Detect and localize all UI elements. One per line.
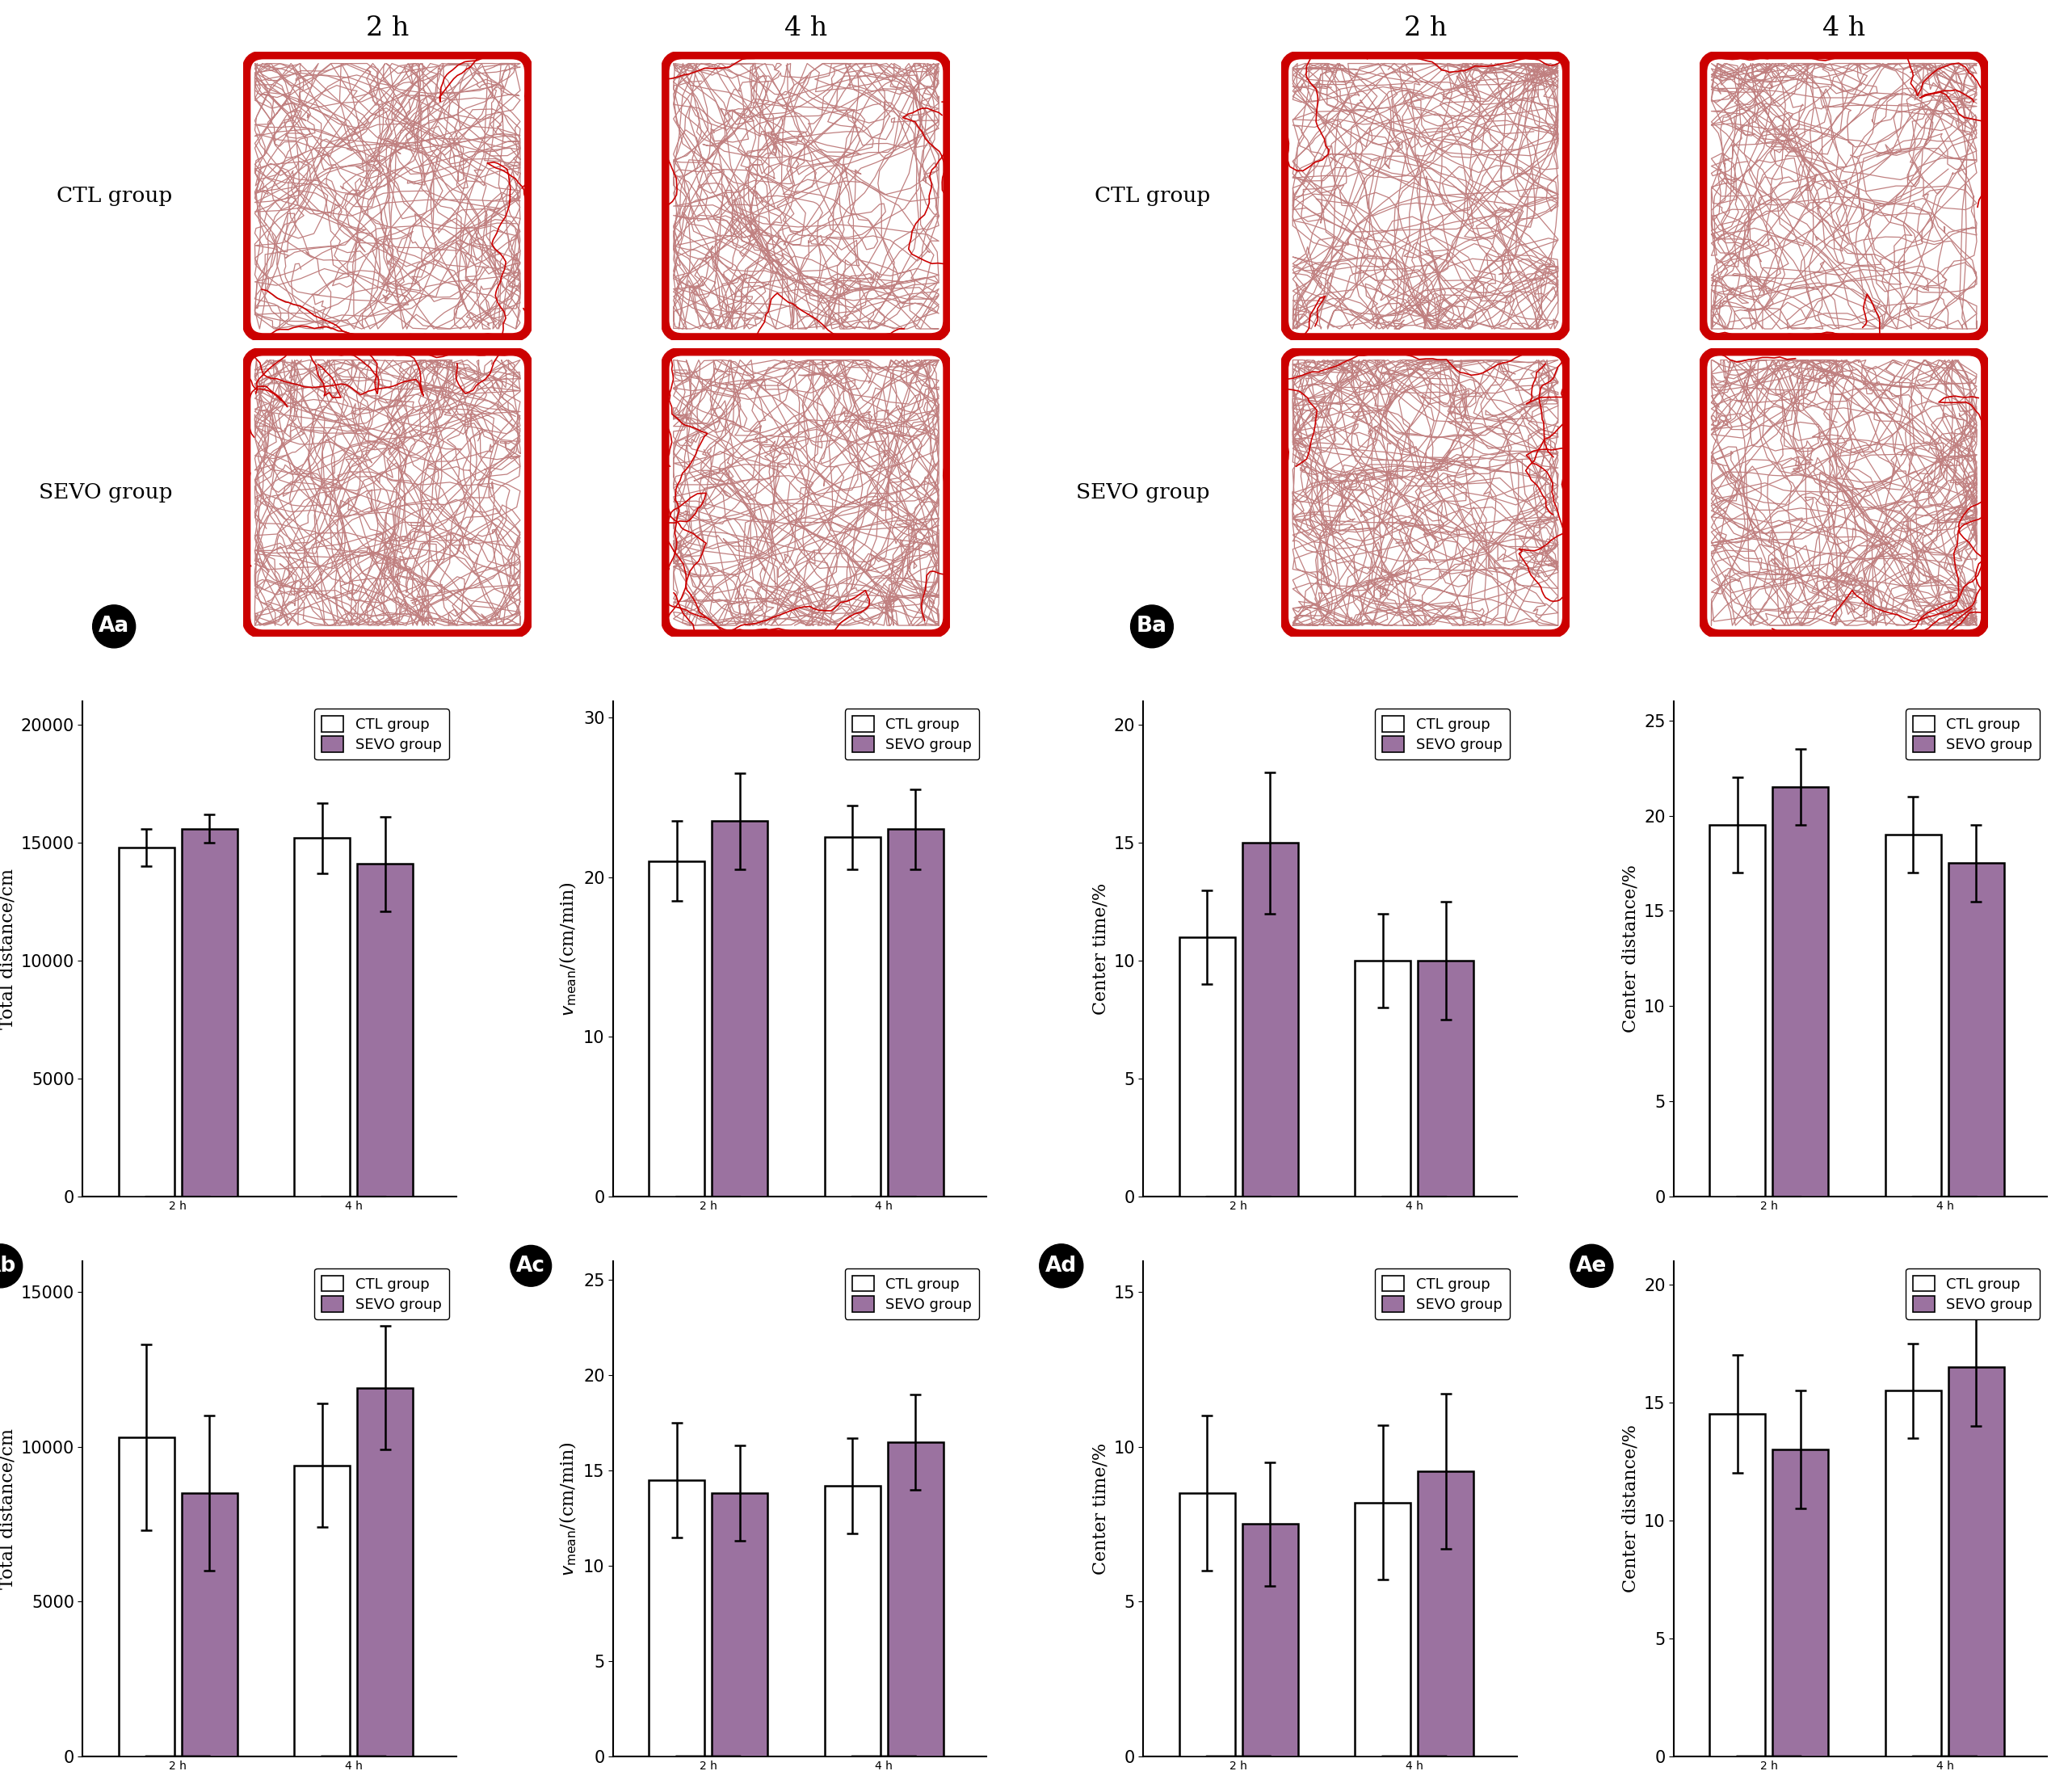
Bar [118, 848, 174, 1197]
Bar [887, 1443, 943, 1756]
Text: 2 h: 2 h [1404, 16, 1448, 41]
Legend: CTL group, SEVO group: CTL group, SEVO group [1375, 708, 1510, 760]
Bar [1243, 1523, 1299, 1756]
Bar [1772, 1450, 1828, 1756]
Bar [1419, 1471, 1474, 1756]
Bar [1710, 1414, 1766, 1756]
Bar [887, 830, 943, 1197]
Legend: CTL group, SEVO group: CTL group, SEVO group [846, 1269, 980, 1319]
Text: CTL group: CTL group [56, 186, 172, 206]
Bar [649, 1480, 705, 1756]
Bar [1355, 1502, 1410, 1756]
Legend: CTL group, SEVO group: CTL group, SEVO group [314, 1269, 449, 1319]
Bar [1179, 937, 1235, 1197]
Legend: CTL group, SEVO group: CTL group, SEVO group [314, 708, 449, 760]
Y-axis label: $v_{\rm mean}$/(cm/min): $v_{\rm mean}$/(cm/min) [558, 1441, 579, 1575]
FancyBboxPatch shape [662, 52, 951, 340]
Bar [358, 1387, 414, 1756]
Y-axis label: Center distance/%: Center distance/% [1621, 1425, 1640, 1593]
Y-axis label: Center time/%: Center time/% [1092, 1443, 1108, 1575]
Bar [1243, 842, 1299, 1197]
Legend: CTL group, SEVO group: CTL group, SEVO group [1905, 708, 2039, 760]
Bar [649, 862, 705, 1197]
Text: Aa: Aa [99, 616, 130, 636]
Text: Ad: Ad [1046, 1256, 1077, 1276]
Text: SEVO group: SEVO group [39, 482, 172, 504]
FancyBboxPatch shape [1700, 52, 1987, 340]
Legend: CTL group, SEVO group: CTL group, SEVO group [1375, 1269, 1510, 1319]
Text: 2 h: 2 h [366, 16, 409, 41]
Bar [711, 821, 767, 1197]
Text: CTL group: CTL group [1094, 186, 1210, 206]
Bar [1886, 835, 1942, 1197]
FancyBboxPatch shape [1282, 348, 1570, 636]
Bar [182, 828, 238, 1197]
Bar [825, 837, 881, 1197]
Bar [118, 1437, 174, 1756]
FancyBboxPatch shape [1282, 52, 1570, 340]
Bar [1948, 864, 2004, 1197]
Y-axis label: Total distance/cm: Total distance/cm [0, 1428, 17, 1590]
Text: Ae: Ae [1576, 1256, 1607, 1276]
Legend: CTL group, SEVO group: CTL group, SEVO group [846, 708, 980, 760]
Y-axis label: Center distance/%: Center distance/% [1621, 866, 1640, 1032]
Bar [1772, 787, 1828, 1197]
FancyBboxPatch shape [662, 348, 951, 636]
Bar [1179, 1493, 1235, 1756]
Bar [711, 1493, 767, 1756]
Text: 4 h: 4 h [1822, 16, 1865, 41]
Bar [1886, 1391, 1942, 1756]
Legend: CTL group, SEVO group: CTL group, SEVO group [1905, 1269, 2039, 1319]
Y-axis label: Center time/%: Center time/% [1092, 883, 1108, 1014]
Bar [825, 1486, 881, 1756]
Bar [1948, 1367, 2004, 1756]
Text: 4 h: 4 h [784, 16, 827, 41]
Text: Ab: Ab [0, 1256, 17, 1276]
Bar [358, 864, 414, 1197]
FancyBboxPatch shape [244, 52, 531, 340]
Y-axis label: Total distance/cm: Total distance/cm [0, 869, 17, 1029]
Bar [1355, 961, 1410, 1197]
Text: SEVO group: SEVO group [1075, 482, 1210, 504]
Text: Ac: Ac [517, 1256, 546, 1276]
Bar [1710, 824, 1766, 1197]
Bar [294, 839, 349, 1197]
Bar [1419, 961, 1474, 1197]
Bar [182, 1493, 238, 1756]
FancyBboxPatch shape [1700, 348, 1987, 636]
FancyBboxPatch shape [244, 348, 531, 636]
Y-axis label: $v_{\rm mean}$/(cm/min): $v_{\rm mean}$/(cm/min) [558, 882, 579, 1016]
Text: Ba: Ba [1137, 616, 1166, 636]
Bar [294, 1466, 349, 1756]
